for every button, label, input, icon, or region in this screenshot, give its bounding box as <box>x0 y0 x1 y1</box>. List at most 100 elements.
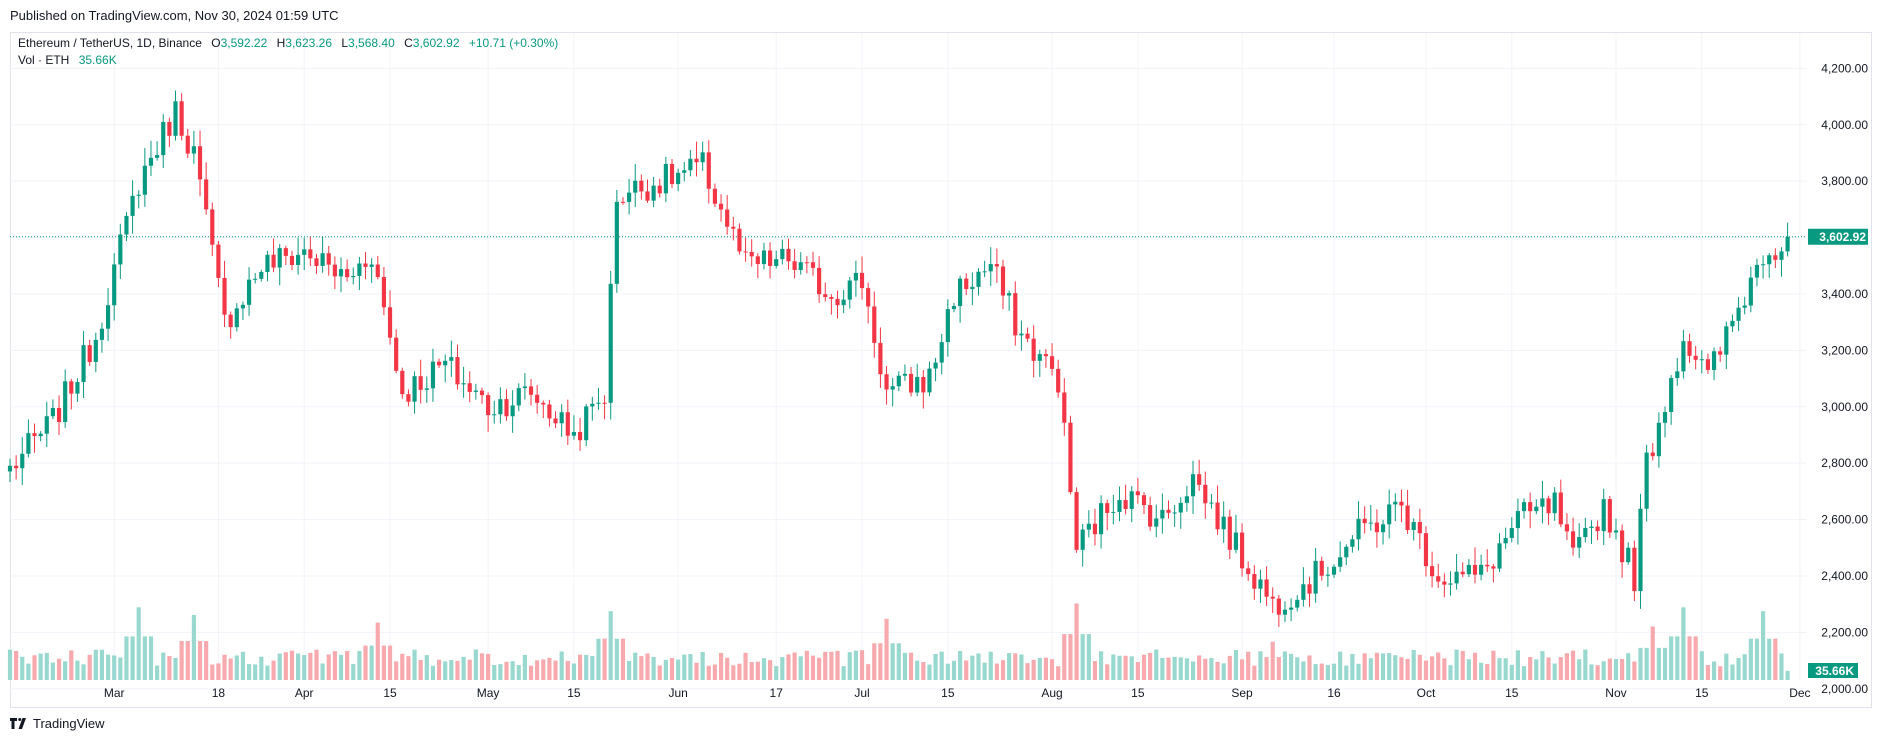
volume-bar <box>375 622 380 680</box>
candle <box>596 387 601 410</box>
volume-bar <box>1190 661 1196 680</box>
candle <box>69 378 74 410</box>
candle <box>535 385 540 414</box>
volume-bar <box>1246 651 1251 680</box>
chart-frame[interactable] <box>10 32 1872 708</box>
volume-bar <box>657 665 662 680</box>
volume-bar <box>810 655 816 680</box>
candle-body <box>216 244 221 278</box>
candle <box>87 339 92 367</box>
candle-body <box>1607 499 1612 533</box>
candle <box>1472 547 1478 584</box>
candle <box>289 250 295 271</box>
candle-body <box>1785 236 1790 252</box>
candle <box>418 359 423 404</box>
volume-bar <box>872 643 877 680</box>
volume-bar <box>204 640 209 680</box>
volume-bar <box>1080 634 1085 680</box>
volume-bar <box>927 664 932 680</box>
candle-body <box>1711 351 1717 370</box>
candle <box>823 282 828 302</box>
candle <box>1056 359 1061 398</box>
candle-body <box>1105 503 1110 513</box>
candle-body <box>737 228 742 252</box>
footer-brand[interactable]: TradingView <box>10 716 105 731</box>
volume-bar <box>859 650 865 680</box>
candle <box>1031 325 1036 378</box>
candle-body <box>780 248 785 260</box>
candle <box>1448 571 1453 596</box>
volume-bar <box>1209 658 1214 680</box>
candle <box>908 366 914 397</box>
candle <box>1638 493 1643 609</box>
candle <box>841 289 846 314</box>
candle-body <box>418 376 423 390</box>
candle <box>1307 576 1312 607</box>
candle-body <box>565 412 570 436</box>
volume-bar <box>363 645 368 680</box>
volume-bar <box>1479 662 1484 680</box>
candle <box>1620 524 1625 578</box>
y-tick-label: 4,200.00 <box>1821 61 1868 75</box>
change-value: +10.71 (+0.30%) <box>468 36 559 50</box>
volume-bar <box>93 649 98 680</box>
candle <box>1509 517 1514 543</box>
candle-body <box>688 158 693 171</box>
volume-bar <box>663 659 668 680</box>
volume-bar <box>1675 636 1680 680</box>
volume-bar <box>105 654 111 680</box>
volume-bar <box>577 654 583 680</box>
volume-bar <box>743 652 748 680</box>
candle <box>345 259 350 282</box>
volume-bar <box>7 649 13 680</box>
candle <box>1589 520 1594 544</box>
candle-body <box>1669 378 1674 412</box>
volume-bar <box>1564 653 1570 680</box>
candle <box>731 216 736 241</box>
candle <box>1221 501 1226 543</box>
candle-body <box>1062 392 1067 423</box>
candle <box>1289 598 1294 622</box>
candle <box>1546 495 1551 525</box>
candle-body <box>289 255 295 265</box>
volume-bar <box>1417 654 1422 680</box>
candle <box>1258 569 1263 603</box>
candle-body <box>50 407 55 417</box>
volume-bar <box>1681 607 1686 680</box>
candle <box>1325 566 1330 587</box>
volume-bar <box>197 640 203 680</box>
volume-bar <box>553 660 558 680</box>
volume-bar <box>63 661 68 680</box>
candle <box>26 419 31 458</box>
candle-body <box>1417 521 1422 534</box>
candle-body <box>1178 502 1183 513</box>
volume-bar <box>1595 665 1600 680</box>
volume-bar <box>817 657 822 680</box>
y-tick-label: 2,400.00 <box>1821 569 1868 583</box>
volume-bar <box>1380 653 1386 680</box>
candle-body <box>136 194 141 196</box>
candle-body <box>504 399 509 417</box>
candle <box>792 249 797 279</box>
candle <box>449 340 454 377</box>
candle-body <box>1662 411 1668 423</box>
candle-body <box>608 283 613 403</box>
candle <box>1773 248 1778 269</box>
volume-bar <box>1730 664 1735 680</box>
volume-bar <box>1626 653 1631 680</box>
candle <box>308 236 313 267</box>
candle-body <box>1319 560 1324 576</box>
candle <box>964 273 969 296</box>
candle-body <box>1025 333 1030 339</box>
candle-body <box>933 362 938 369</box>
candle-body <box>1295 599 1300 608</box>
candle-body <box>430 361 436 389</box>
candle <box>890 377 895 407</box>
candle <box>1675 357 1680 386</box>
volume-bar <box>148 636 154 680</box>
candle <box>921 369 926 409</box>
high-value: 3,623.26 <box>285 36 333 50</box>
candle <box>394 329 399 374</box>
candle-body <box>332 264 337 277</box>
